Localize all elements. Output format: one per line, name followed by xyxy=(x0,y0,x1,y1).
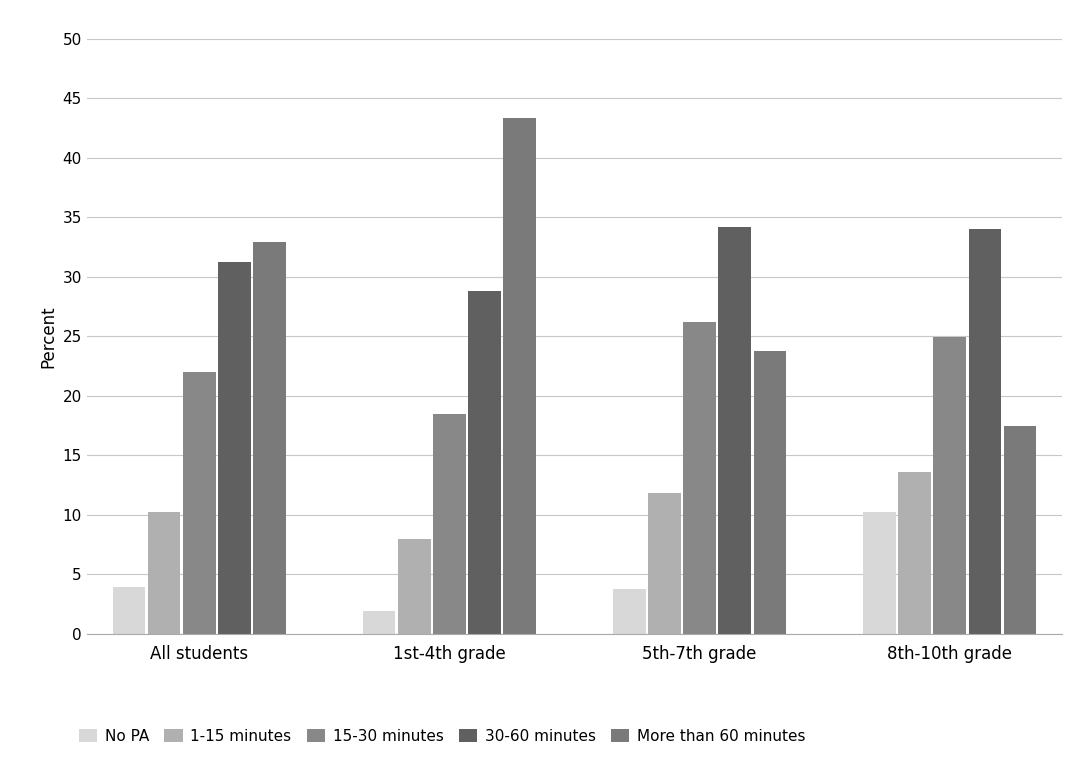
Bar xyxy=(863,512,895,634)
Bar xyxy=(969,229,1002,634)
Bar xyxy=(398,539,430,634)
Bar xyxy=(254,242,286,634)
Bar xyxy=(434,414,466,634)
Bar xyxy=(683,322,715,634)
Legend: No PA, 1-15 minutes, 15-30 minutes, 30-60 minutes, More than 60 minutes: No PA, 1-15 minutes, 15-30 minutes, 30-6… xyxy=(73,723,812,750)
Bar xyxy=(503,118,535,634)
Bar xyxy=(183,372,216,634)
Bar xyxy=(719,226,751,634)
Bar xyxy=(113,587,145,634)
Bar xyxy=(614,588,646,634)
Y-axis label: Percent: Percent xyxy=(39,305,57,368)
Bar xyxy=(468,291,501,634)
Bar xyxy=(753,350,786,634)
Bar xyxy=(1004,425,1036,634)
Bar xyxy=(218,263,250,634)
Bar xyxy=(147,512,180,634)
Bar xyxy=(933,338,966,634)
Bar xyxy=(648,493,681,634)
Bar xyxy=(363,611,396,634)
Bar xyxy=(899,472,931,634)
